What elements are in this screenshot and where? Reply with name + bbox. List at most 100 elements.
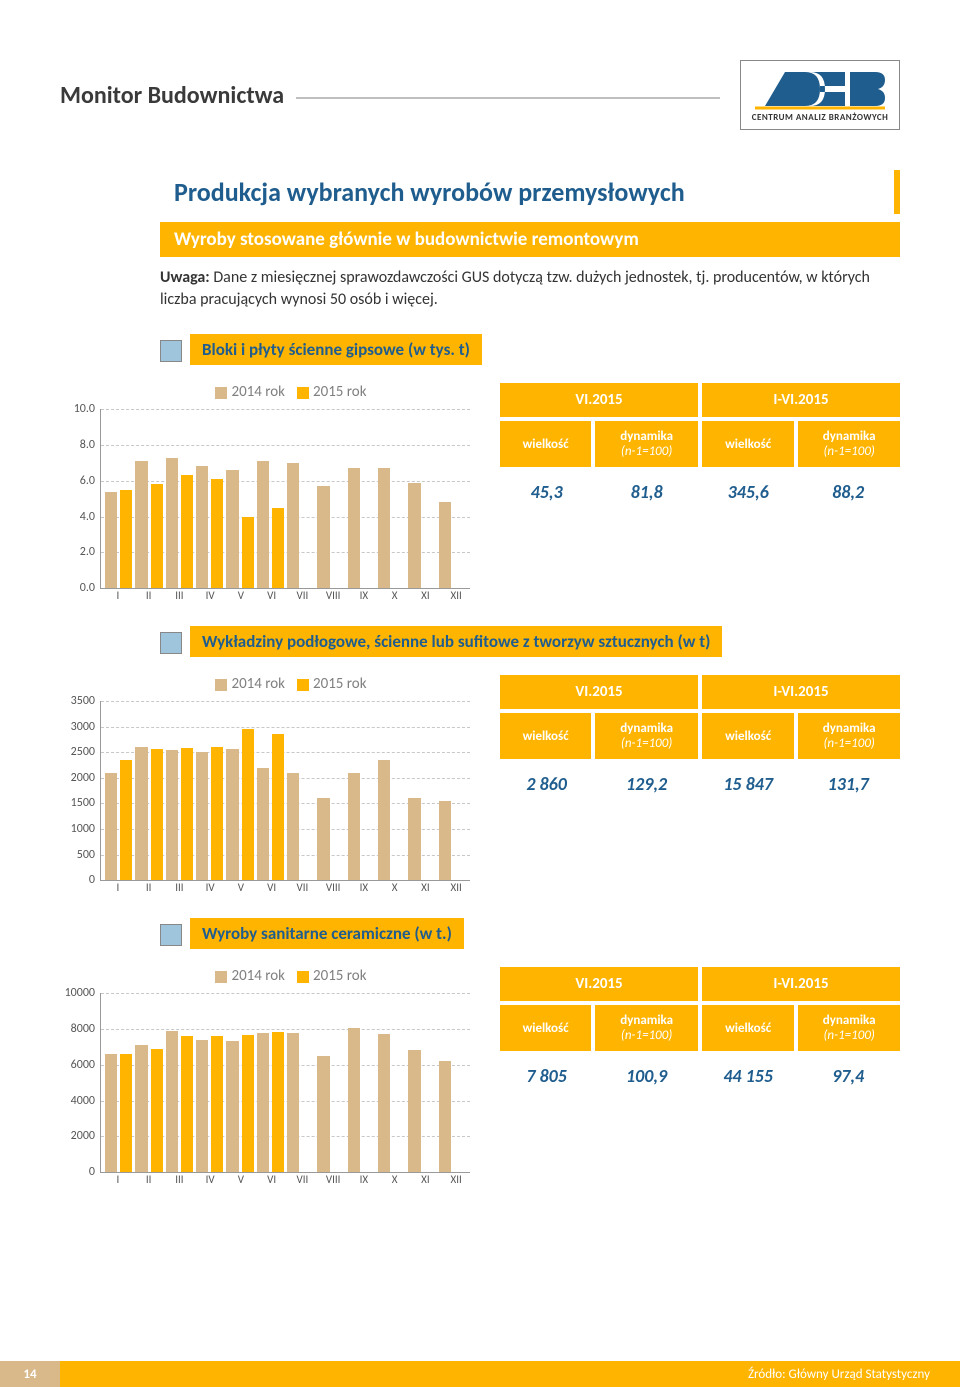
- bar-2015: [211, 1036, 223, 1172]
- y-axis-label: 1000: [71, 822, 101, 836]
- table-value: 15 847: [700, 759, 796, 809]
- bar-2015: [242, 1035, 254, 1172]
- bar-2014: [287, 773, 299, 880]
- bar-2014: [166, 750, 178, 880]
- summary-table: VI.2015I-VI.2015wielkośćdynamika(n-1=100…: [500, 967, 900, 1101]
- section-title: Wykładziny podłogowe, ścienne lub sufito…: [190, 626, 722, 657]
- bar-2015: [272, 734, 284, 880]
- y-axis-label: 6.0: [80, 474, 101, 488]
- table-value: 45,3: [500, 467, 593, 517]
- chart-legend: 2014 rok2015 rok: [100, 383, 470, 401]
- y-axis-label: 0: [89, 1165, 101, 1179]
- sub-header: wielkość: [700, 1003, 796, 1051]
- page-footer: 14 Źródło: Główny Urząd Statystyczny: [0, 1361, 960, 1387]
- bar-2014: [166, 1031, 178, 1172]
- bar-2014: [105, 773, 117, 880]
- col-header: VI.2015: [500, 383, 700, 419]
- bar-2014: [408, 483, 420, 589]
- bar-2014: [408, 1050, 420, 1172]
- table-value: 131,7: [796, 759, 900, 809]
- bar-2014: [439, 502, 451, 588]
- col-header: I-VI.2015: [700, 383, 900, 419]
- y-axis-label: 10.0: [74, 402, 101, 416]
- summary-table: VI.2015I-VI.2015wielkośćdynamika(n-1=100…: [500, 383, 900, 517]
- bar-2014: [226, 1041, 238, 1173]
- section-title: Bloki i płyty ścienne gipsowe (w tys. t): [190, 334, 482, 365]
- y-axis-label: 4.0: [80, 510, 101, 524]
- x-axis-labels: IIIIIIIVVVIVIIVIIIIXXXIXII: [100, 881, 470, 894]
- bar-2014: [287, 463, 299, 588]
- table-value: 44 155: [700, 1051, 796, 1101]
- bar-2014: [348, 1028, 360, 1172]
- table-value: 7 805: [500, 1051, 593, 1101]
- subtitle-banner: Wyroby stosowane głównie w budownictwie …: [160, 222, 900, 257]
- y-axis-label: 2000: [71, 1129, 101, 1143]
- bar-2014: [196, 752, 208, 880]
- bar-2015: [120, 760, 132, 880]
- col-header: VI.2015: [500, 967, 700, 1003]
- bar-2014: [226, 749, 238, 880]
- title-banner: Produkcja wybranych wyrobów przemysłowyc…: [160, 170, 900, 214]
- page-header: Monitor Budownictwa CENTRUM ANALIZ BRANŻ…: [60, 60, 900, 130]
- bar-2014: [105, 492, 117, 589]
- y-axis-label: 2.0: [80, 545, 101, 559]
- sub-header: wielkość: [500, 711, 593, 759]
- bar-2015: [242, 729, 254, 880]
- logo-mark: [755, 68, 885, 110]
- y-axis-label: 10000: [65, 986, 101, 1000]
- y-axis-label: 6000: [71, 1058, 101, 1072]
- bar-2015: [151, 1049, 163, 1173]
- bar-chart: 2014 rok2015 rok050010001500200025003000…: [100, 675, 470, 894]
- bar-2015: [211, 747, 223, 880]
- bar-chart: 2014 rok2015 rok0.02.04.06.08.010.0IIIII…: [100, 383, 470, 602]
- x-axis-labels: IIIIIIIVVVIVIIVIIIIXXXIXII: [100, 1173, 470, 1186]
- bar-2014: [196, 466, 208, 588]
- legend-swatch: [160, 924, 182, 946]
- bar-2014: [135, 1045, 147, 1172]
- legend-swatch: [160, 340, 182, 362]
- data-section: Wykładziny podłogowe, ścienne lub sufito…: [60, 626, 900, 894]
- bar-2015: [272, 1032, 284, 1172]
- bar-2014: [287, 1033, 299, 1173]
- bar-2015: [181, 475, 193, 588]
- bar-2014: [378, 468, 390, 588]
- sub-header: dynamika(n-1=100): [593, 711, 700, 759]
- bar-2015: [181, 748, 193, 880]
- bar-2014: [135, 747, 147, 880]
- table-value: 81,8: [593, 467, 700, 517]
- data-section: Wyroby sanitarne ceramiczne (w t.) 2014 r…: [60, 918, 900, 1186]
- brand-logo: CENTRUM ANALIZ BRANŻOWYCH: [740, 60, 900, 130]
- y-axis-label: 4000: [71, 1094, 101, 1108]
- bar-2015: [120, 490, 132, 588]
- table-value: 97,4: [796, 1051, 900, 1101]
- table-value: 129,2: [593, 759, 700, 809]
- col-header: I-VI.2015: [700, 967, 900, 1003]
- bar-2015: [151, 484, 163, 588]
- bar-2015: [272, 508, 284, 589]
- x-axis-labels: IIIIIIIVVVIVIIVIIIIXXXIXII: [100, 589, 470, 602]
- chart-legend: 2014 rok2015 rok: [100, 967, 470, 985]
- note-bold: Uwaga:: [160, 268, 210, 287]
- sub-header: dynamika(n-1=100): [796, 711, 900, 759]
- section-title: Wyroby sanitarne ceramiczne (w t.): [190, 918, 464, 949]
- bar-2014: [408, 798, 420, 880]
- bar-2015: [120, 1054, 132, 1172]
- bar-2014: [105, 1054, 117, 1172]
- summary-table: VI.2015I-VI.2015wielkośćdynamika(n-1=100…: [500, 675, 900, 809]
- sub-header: wielkość: [500, 419, 593, 467]
- y-axis-label: 3500: [71, 694, 101, 708]
- bar-2015: [211, 479, 223, 588]
- y-axis-label: 0.0: [80, 581, 101, 595]
- bar-2015: [242, 517, 254, 589]
- y-axis-label: 8.0: [80, 438, 101, 452]
- chart-legend: 2014 rok2015 rok: [100, 675, 470, 693]
- bar-2014: [439, 1061, 451, 1172]
- sub-header: dynamika(n-1=100): [593, 1003, 700, 1051]
- note-body: Dane z miesięcznej sprawozdawczości GUS …: [160, 268, 870, 309]
- bar-2014: [317, 798, 329, 880]
- legend-swatch: [160, 632, 182, 654]
- header-rule: [296, 97, 720, 99]
- col-header: VI.2015: [500, 675, 700, 711]
- bar-2014: [257, 768, 269, 881]
- bar-chart: 2014 rok2015 rok0200040006000800010000II…: [100, 967, 470, 1186]
